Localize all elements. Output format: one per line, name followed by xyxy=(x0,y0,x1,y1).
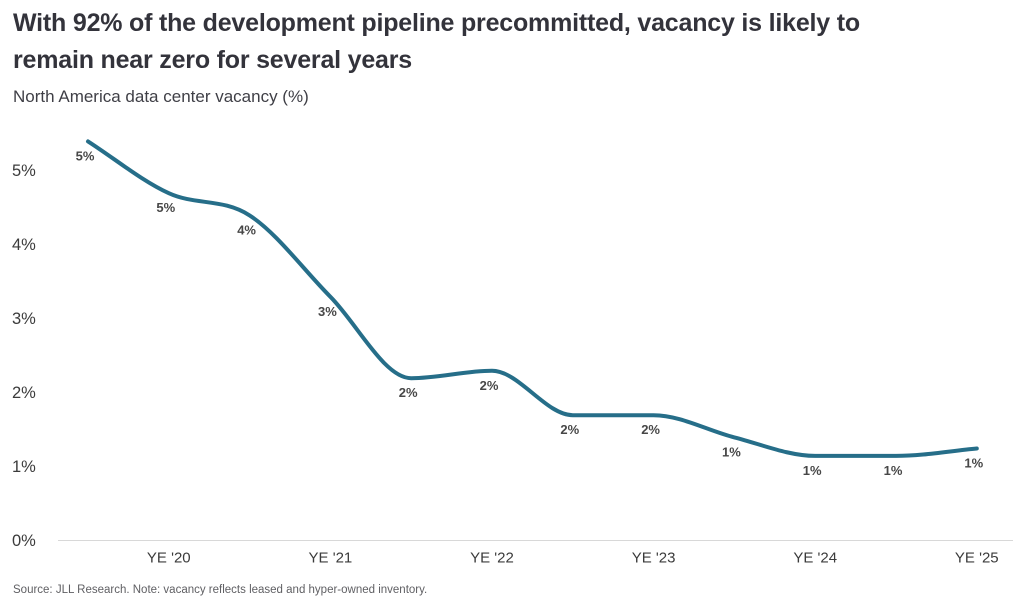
x-axis-tick-label: YE '23 xyxy=(632,550,676,567)
y-axis-tick-label: 5% xyxy=(12,162,36,180)
chart-title-line-2: remain near zero for several years xyxy=(13,46,412,74)
data-point-label: 2% xyxy=(560,422,579,437)
chart-title-line-1: With 92% of the development pipeline pre… xyxy=(13,9,860,37)
y-axis-tick-label: 4% xyxy=(12,236,36,254)
data-point-label: 3% xyxy=(318,304,337,319)
data-point-label: 2% xyxy=(399,385,418,400)
x-axis-tick-label: YE '24 xyxy=(793,550,837,567)
data-point-label: 2% xyxy=(641,422,660,437)
y-axis-tick-label: 0% xyxy=(12,532,36,550)
data-point-label: 1% xyxy=(803,463,822,478)
chart-subtitle: North America data center vacancy (%) xyxy=(13,87,309,106)
data-point-label: 1% xyxy=(884,463,903,478)
y-axis-tick-label: 2% xyxy=(12,384,36,402)
data-point-label: 4% xyxy=(237,222,256,237)
x-axis-tick-label: YE '20 xyxy=(147,550,191,567)
source-note: Source: JLL Research. Note: vacancy refl… xyxy=(13,584,428,596)
data-point-label: 2% xyxy=(480,378,499,393)
x-axis-tick-label: YE '25 xyxy=(955,550,999,567)
data-point-label: 1% xyxy=(964,456,983,471)
data-point-label: 1% xyxy=(722,444,741,459)
data-point-label: 5% xyxy=(156,200,175,215)
data-point-label: 5% xyxy=(76,148,95,163)
x-axis-tick-label: YE '22 xyxy=(470,550,514,567)
chart-title: With 92% of the development pipeline pre… xyxy=(13,5,969,79)
y-axis-tick-label: 3% xyxy=(12,310,36,328)
x-axis-tick-label: YE '21 xyxy=(309,550,353,567)
y-axis-tick-label: 1% xyxy=(12,458,36,476)
vacancy-trend-line xyxy=(86,139,979,458)
